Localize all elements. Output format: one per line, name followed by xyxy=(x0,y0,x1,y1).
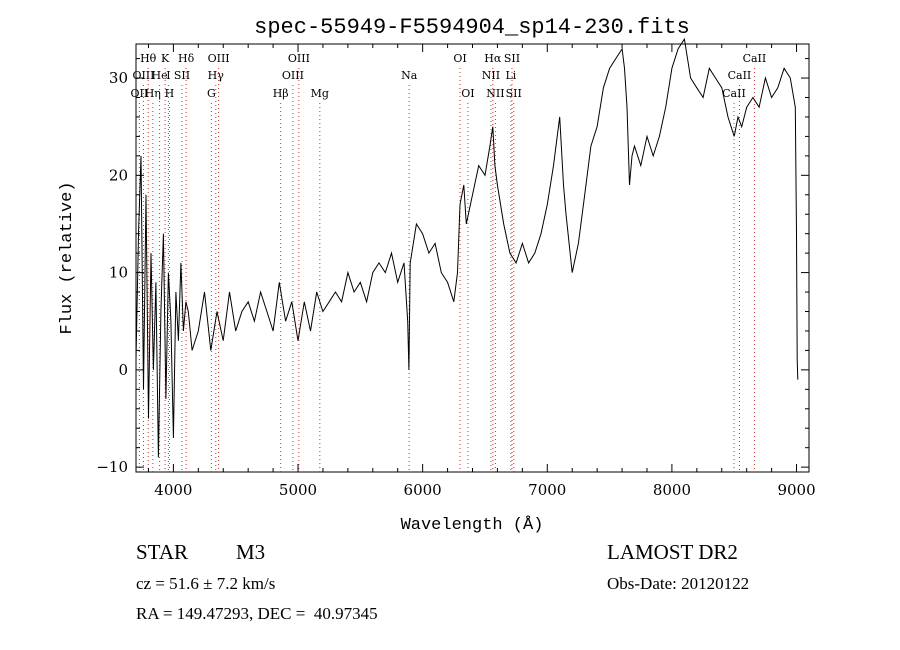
marker-label: OI xyxy=(453,52,466,65)
survey-name: LAMOST DR2 xyxy=(607,540,738,564)
y-tick-label: 10 xyxy=(109,264,128,282)
marker-label: NII xyxy=(482,69,500,82)
marker-label: SII xyxy=(504,52,520,65)
marker-label: OII xyxy=(131,87,149,100)
x-tick-label: 8000 xyxy=(653,481,691,499)
marker-label: CaII xyxy=(743,52,767,65)
marker-label: Hα xyxy=(484,52,502,65)
x-tick-label: 7000 xyxy=(528,481,566,499)
plot-frame xyxy=(135,43,810,473)
marker-label: Hθ xyxy=(140,52,157,65)
marker-label: Hδ xyxy=(178,52,195,65)
marker-label: OIII xyxy=(288,52,310,65)
marker-label: OIII xyxy=(208,52,230,65)
marker-label: OIII xyxy=(132,69,154,82)
spectrum-line xyxy=(135,37,799,458)
marker-label: SII xyxy=(174,69,190,82)
marker-label: H xyxy=(165,87,175,100)
marker-label: He xyxy=(152,69,168,82)
x-tick-label: 5000 xyxy=(279,481,317,499)
x-axis: 4000 5000 6000 7000 8000 9000 xyxy=(147,44,816,499)
marker-label: SII xyxy=(506,87,522,100)
chart-title: spec-55949-F5594904_sp14-230.fits xyxy=(254,15,690,40)
marker-label: G xyxy=(207,87,216,100)
object-subclass: M3 xyxy=(236,540,266,564)
x-tick-label: 6000 xyxy=(404,481,442,499)
y-axis: −10 0 10 20 30 xyxy=(96,58,809,476)
observation-date: Obs-Date: 20120122 xyxy=(607,574,750,593)
marker-label: OIII xyxy=(282,69,304,82)
marker-label: Na xyxy=(401,69,418,82)
y-tick-label: 20 xyxy=(109,166,128,184)
marker-label: Hγ xyxy=(208,69,225,82)
marker-label: Mg xyxy=(311,87,329,100)
marker-label: K xyxy=(161,52,170,65)
x-tick-label: 4000 xyxy=(154,481,192,499)
marker-label: NII xyxy=(486,87,504,100)
marker-label: CaII xyxy=(728,69,752,82)
y-tick-label: −10 xyxy=(96,458,128,476)
marker-label: Li xyxy=(505,69,516,82)
object-class: STAR xyxy=(136,540,188,564)
y-tick-label: 30 xyxy=(109,69,128,87)
redshift-velocity: cz = 51.6 ± 7.2 km/s xyxy=(136,574,276,593)
spectral-line-markers xyxy=(138,68,755,472)
y-tick-label: 0 xyxy=(118,361,128,379)
marker-label: Hη xyxy=(145,87,161,100)
marker-label: OI xyxy=(461,87,474,100)
marker-label: Hβ xyxy=(273,87,289,100)
marker-label: CaII xyxy=(722,87,746,100)
marker-label: I xyxy=(166,69,170,82)
sky-coordinates: RA = 149.47293, DEC = 40.97345 xyxy=(136,604,378,623)
x-tick-label: 9000 xyxy=(777,481,815,499)
x-axis-label: Wavelength (Å) xyxy=(401,516,544,535)
y-axis-label: Flux (relative) xyxy=(58,181,77,334)
